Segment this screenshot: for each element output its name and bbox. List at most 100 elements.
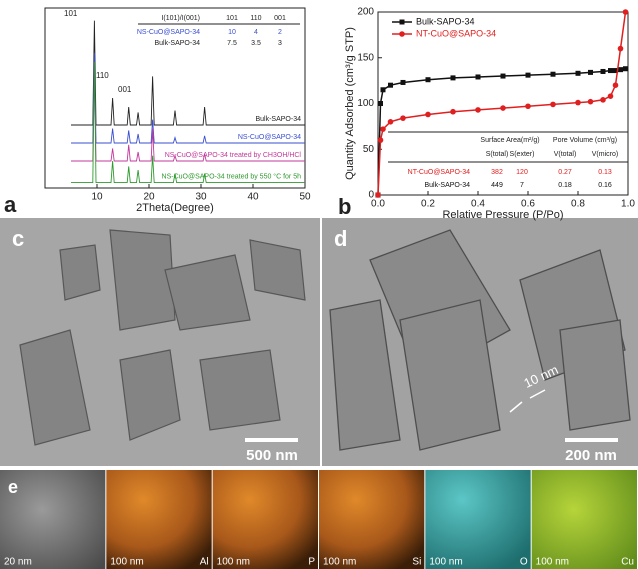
x-tick-label: 0.2 [421,199,435,210]
element-label: P [308,557,315,568]
marker [388,83,393,88]
table-cell: 7.5 [227,40,237,47]
scale-label: 100 nm [536,557,569,568]
y-tick-label: 0 [368,190,374,201]
scale-label: 500 nm [246,447,298,464]
marker [426,77,431,82]
marker [618,46,624,52]
legend-label: NS-CuO@SAPO-34 [238,134,301,141]
table-cell: 0.27 [558,169,572,176]
table-header: 001 [274,15,286,22]
scale-label: 100 nm [429,557,462,568]
table-header: S(exter) [510,151,535,158]
table-header: 101 [226,15,238,22]
x-axis-title: Relative Pressure (P/Po) [442,209,563,221]
marker [601,69,606,74]
marker [576,71,581,76]
marker [378,137,384,143]
marker [451,75,456,80]
table-cell: Bulk-SAPO-34 [424,182,470,189]
map-tile [425,470,530,569]
y-tick-label: 100 [357,98,374,109]
marker [388,119,394,125]
marker [400,115,406,121]
y-axis-title: Quantity Adsorbed (cm³/g STP) [344,27,356,180]
marker [378,101,383,106]
table-cell: 3.5 [251,40,261,47]
table-cell: 120 [516,169,528,176]
table-cell: NS-CuO@SAPO-34 [137,29,200,36]
table-header: 110 [250,15,261,22]
scale-label: 20 nm [4,557,32,568]
table-cell: 0.16 [598,182,612,189]
marker [600,97,606,103]
legend-marker [399,31,405,37]
peak-label: 001 [118,85,132,94]
x-tick-label: 0.8 [571,199,585,210]
legend-label: NS-CuO@SAPO-34 treated by 550 °C for 5h [162,172,302,180]
table-header: V(total) [554,151,577,158]
marker [501,74,506,79]
table-cell: 449 [491,182,503,189]
marker [608,68,613,73]
peak-label: 110 [96,71,109,80]
map-tile [106,470,211,569]
table-group: Surface Area(m²/g) [480,137,539,144]
marker [575,100,581,106]
marker [381,87,386,92]
map-tile [319,470,424,569]
panel-label: e [8,477,18,497]
table-header: V(micro) [592,151,618,158]
map-tile [532,470,637,569]
x-tick-label: 50 [299,192,311,203]
y-tick-label: 200 [357,7,374,18]
table-group: Pore Volume (cm³/g) [553,137,617,144]
marker [475,107,481,113]
figure: c 500 nm d 200 nm 10 nm 20 nm100 nmAl100… [0,0,638,569]
marker [618,67,623,72]
legend-label: NS-CuO@SAPO-34 treated by CH3OH/HCl [165,152,302,159]
scale-label: 100 nm [217,557,250,568]
marker [450,109,456,115]
x-axis-title: 2Theta(Degree) [136,202,214,214]
x-tick-label: 10 [91,192,103,203]
table-cell: 10 [228,29,236,36]
marker [401,80,406,85]
marker [500,105,506,111]
element-label: Al [200,557,209,568]
table-cell: 0.13 [598,169,612,176]
panel-label: a [4,192,17,217]
marker [526,73,531,78]
table-cell: NT-CuO@SAPO-34 [408,169,470,176]
table-cell: 7 [520,182,524,189]
table-cell: Bulk-SAPO-34 [154,40,200,47]
panel-label: d [334,226,347,251]
scale-label: 100 nm [110,557,143,568]
y-tick-label: 150 [357,52,374,63]
map-tile [213,470,318,569]
element-label: O [520,557,528,568]
table-cell: 4 [254,29,258,36]
marker [550,102,556,108]
scale-label: 100 nm [323,557,356,568]
table-header: I(101)/I(001) [161,15,200,22]
table-cell: 382 [491,169,503,176]
marker [623,66,628,71]
panel-label: b [338,194,351,219]
marker [551,72,556,77]
legend-label: Bulk-SAPO-34 [255,116,301,123]
element-label: Cu [621,557,634,568]
marker [613,82,619,88]
legend-label: NT-CuO@SAPO-34 [416,28,496,38]
element-label: Si [412,557,421,568]
marker [525,103,531,109]
marker [588,70,593,75]
table-cell: 2 [278,29,282,36]
marker [608,93,614,99]
x-tick-label: 40 [247,192,259,203]
table-cell: 0.18 [558,182,572,189]
marker [380,126,386,132]
peak-label: 101 [64,9,78,18]
marker [623,9,629,15]
legend-label: Bulk-SAPO-34 [416,16,475,26]
